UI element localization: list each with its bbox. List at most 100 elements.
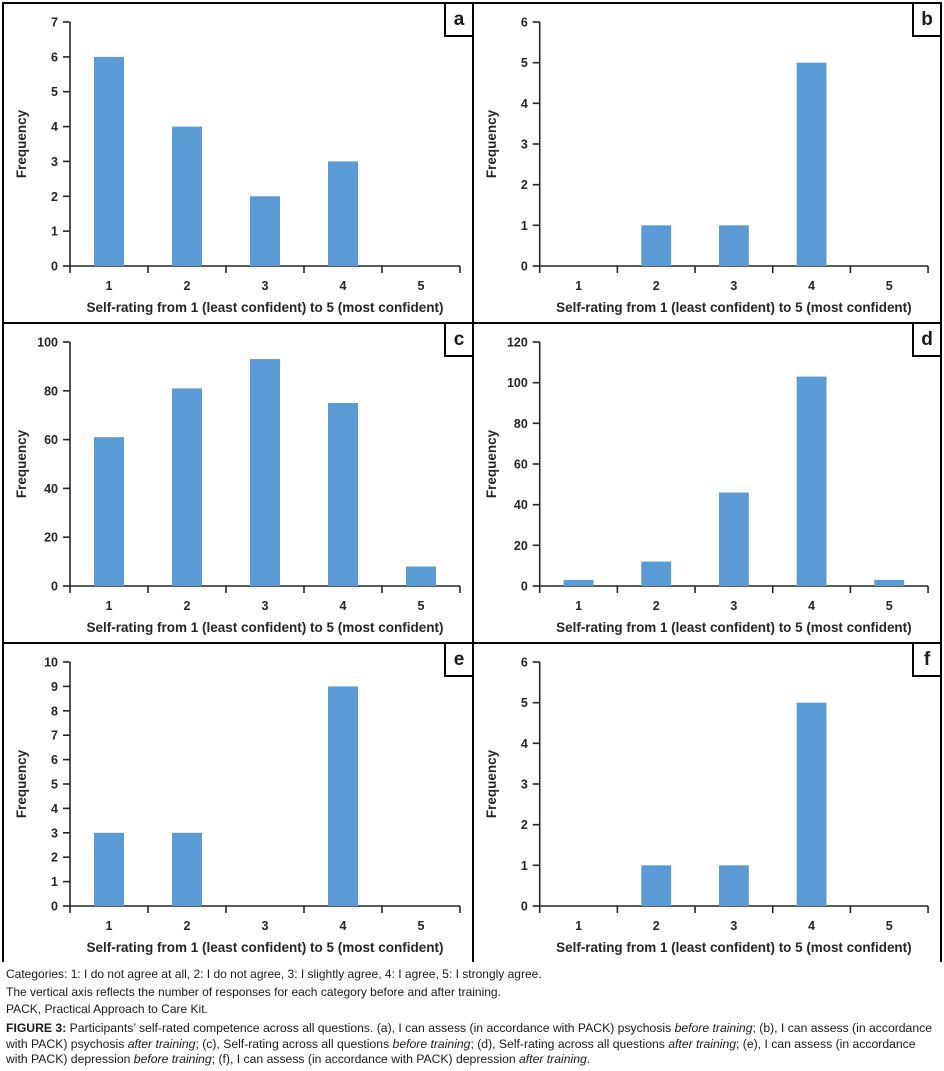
caption-text-run: ; (e), I can assess (in accordance with … <box>6 1036 916 1067</box>
x-category-label: 3 <box>730 919 737 933</box>
y-tick-label: 2 <box>51 851 58 865</box>
bar-category-4 <box>328 161 358 266</box>
y-tick-label: 3 <box>51 826 58 840</box>
bar-category-2 <box>172 832 202 906</box>
x-category-label: 4 <box>808 599 815 613</box>
caption-text-run: Participants’ self-rated competence acro… <box>69 1021 675 1035</box>
y-axis-title: Frequency <box>484 429 499 498</box>
y-tick-label: 10 <box>44 656 58 670</box>
y-tick-label: 0 <box>51 260 58 274</box>
y-tick-label: 3 <box>51 155 58 169</box>
caption-text-run: . <box>586 1052 591 1067</box>
x-category-label: 3 <box>262 919 269 933</box>
x-axis-title: Self-rating from 1 (least confident) to … <box>86 940 443 955</box>
figure-notes: Categories: 1: I do not agree at all, 2:… <box>6 966 938 1019</box>
x-category-label: 1 <box>106 279 113 293</box>
caption-text-run: ; (c), Self-rating across all questions <box>195 1036 393 1051</box>
note-vertical-axis: The vertical axis reflects the number of… <box>6 984 501 999</box>
y-tick-label: 7 <box>51 729 58 743</box>
chart-panel-e: 0 1 2 3 4 5 6 7 8 9 10 1 2 3 4 5 Self-rating from 1 (lea… <box>4 642 472 962</box>
y-tick-label: 4 <box>51 802 58 816</box>
y-tick-label: 8 <box>51 704 58 718</box>
bar-category-1 <box>94 56 124 267</box>
panel-letter-b: b <box>912 4 940 37</box>
y-tick-label: 80 <box>514 417 528 431</box>
bar-category-4 <box>328 403 358 586</box>
y-tick-label: 4 <box>521 737 528 751</box>
y-tick-label: 3 <box>521 137 528 151</box>
bar-category-1 <box>563 579 594 586</box>
bar-category-5 <box>406 566 436 586</box>
bar-category-3 <box>718 492 749 586</box>
note-categories: Categories: 1: I do not agree at all, 2:… <box>6 967 542 981</box>
chart-panel-d: 0 20 40 60 80 100 120 1 2 3 4 5 Self-rating from 1 (… <box>472 322 940 642</box>
bar-category-2 <box>172 388 202 586</box>
y-tick-label: 5 <box>51 85 58 99</box>
y-tick-label: 60 <box>44 433 58 447</box>
bar-category-2 <box>172 126 202 266</box>
x-category-label: 3 <box>262 279 269 293</box>
x-category-label: 2 <box>653 919 660 933</box>
y-tick-label: 20 <box>44 531 58 545</box>
x-category-label: 1 <box>575 599 582 613</box>
x-category-label: 1 <box>575 919 582 933</box>
y-tick-label: 2 <box>51 190 58 204</box>
bar-chart-e: 0 1 2 3 4 5 6 7 8 9 10 1 2 3 4 5 Self-rating from 1 (lea… <box>14 656 461 955</box>
caption-text-run: FIGURE 3: <box>6 1021 70 1035</box>
y-tick-label: 1 <box>521 859 528 873</box>
bar-category-3 <box>250 359 280 586</box>
bar-category-1 <box>94 832 124 906</box>
y-tick-label: 1 <box>51 225 58 239</box>
y-tick-label: 0 <box>521 579 528 593</box>
bar-chart-c: 0 20 40 60 80 100 1 2 3 4 5 Self-rating from 1 (lea… <box>14 336 461 635</box>
x-category-label: 4 <box>340 599 347 613</box>
y-axis-title: Frequency <box>484 749 499 818</box>
x-category-label: 2 <box>184 279 191 293</box>
y-tick-label: 4 <box>51 120 58 134</box>
caption-text-run: after training <box>519 1052 587 1067</box>
chart-panel-f: 0 1 2 3 4 5 6 1 2 3 4 5 Self-rating from 1 (least co… <box>472 642 940 962</box>
y-axis-title: Frequency <box>14 109 29 178</box>
y-tick-label: 0 <box>51 900 58 914</box>
x-category-label: 4 <box>340 919 347 933</box>
bar-category-2 <box>641 865 672 906</box>
y-axis-title: Frequency <box>484 109 499 178</box>
caption-text-run: after training <box>668 1036 737 1051</box>
bar-chart-d: 0 20 40 60 80 100 120 1 2 3 4 5 Self-rating from 1 (… <box>484 335 929 635</box>
chart-panel-c: 0 20 40 60 80 100 1 2 3 4 5 Self-rating from 1 (lea… <box>4 322 472 642</box>
x-axis-title: Self-rating from 1 (least confident) to … <box>556 940 911 955</box>
x-category-label: 5 <box>886 599 893 613</box>
chart-grid: 0 1 2 3 4 5 6 7 1 2 3 4 5 Self-rating from 1 (least c… <box>2 2 942 962</box>
x-category-label: 4 <box>340 279 347 293</box>
y-tick-label: 2 <box>521 178 528 192</box>
y-tick-label: 40 <box>514 498 528 512</box>
y-tick-label: 60 <box>514 457 528 471</box>
y-tick-label: 120 <box>507 335 528 349</box>
x-axis-title: Self-rating from 1 (least confident) to … <box>556 300 911 315</box>
y-tick-label: 2 <box>521 818 528 832</box>
y-tick-label: 6 <box>521 655 528 669</box>
x-axis-title: Self-rating from 1 (least confident) to … <box>86 620 443 635</box>
y-tick-label: 6 <box>51 50 58 64</box>
bar-category-4 <box>328 686 358 906</box>
x-category-label: 3 <box>730 279 737 293</box>
y-tick-label: 5 <box>521 696 528 710</box>
note-pack-abbreviation: PACK, Practical Approach to Care Kit. <box>6 1002 208 1016</box>
y-tick-label: 1 <box>51 875 58 889</box>
x-category-label: 5 <box>418 919 425 933</box>
y-tick-label: 40 <box>44 482 58 496</box>
y-tick-label: 7 <box>51 16 58 30</box>
panel-letter-e: e <box>444 644 472 677</box>
y-tick-label: 6 <box>51 753 58 767</box>
x-category-label: 2 <box>184 599 191 613</box>
panel-letter-f: f <box>912 644 940 677</box>
x-category-label: 2 <box>653 599 660 613</box>
y-tick-label: 0 <box>521 259 528 273</box>
x-category-label: 2 <box>653 279 660 293</box>
x-axis-title: Self-rating from 1 (least confident) to … <box>86 300 443 315</box>
bar-category-3 <box>250 196 280 266</box>
panel-letter-d: d <box>912 324 940 357</box>
y-axis-title: Frequency <box>14 429 29 498</box>
x-axis-title: Self-rating from 1 (least confident) to … <box>556 620 911 635</box>
caption-text-run: before training <box>392 1036 471 1051</box>
